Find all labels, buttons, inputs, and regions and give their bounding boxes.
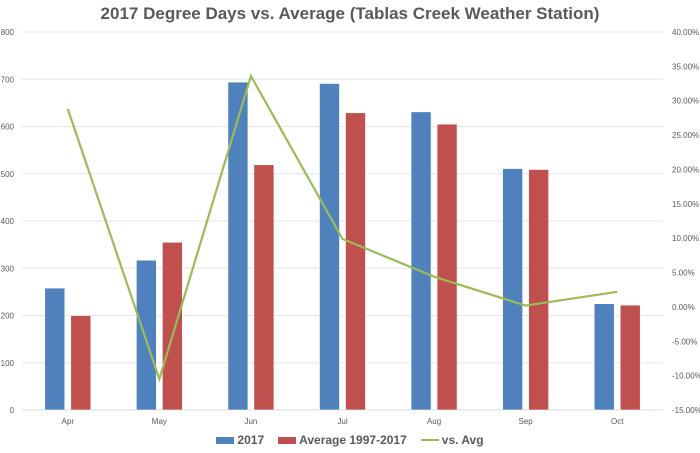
- right-axis-tick: 15.00%: [672, 200, 699, 209]
- bar-2017[interactable]: [410, 111, 432, 411]
- bar-2017[interactable]: [502, 168, 523, 411]
- x-axis-tick: Aug: [427, 417, 441, 426]
- left-axis-tick: 200: [1, 312, 15, 321]
- bar-average[interactable]: [528, 169, 549, 411]
- left-axis-tick: 300: [1, 264, 15, 273]
- x-axis-tick: Jul: [337, 417, 347, 426]
- left-axis-tick: 700: [1, 75, 15, 84]
- legend-swatch-red: [278, 436, 297, 444]
- right-axis-tick: 35.00%: [672, 62, 699, 71]
- left-axis-tick: 500: [1, 170, 15, 179]
- x-axis-tick: Sep: [519, 417, 534, 426]
- bar-average[interactable]: [345, 112, 366, 411]
- legend-item-2017[interactable]: 2017: [216, 433, 264, 447]
- x-axis-tick: Apr: [62, 417, 75, 426]
- bar-average[interactable]: [70, 315, 92, 411]
- legend-item-vs-avg[interactable]: vs. Avg: [420, 433, 484, 447]
- right-axis: -15.00% -10.00% -5.00% 0.00% 5.00% 10.00% 15.0…: [672, 28, 700, 415]
- right-axis-tick: -5.00%: [672, 337, 697, 346]
- right-axis-tick: 30.00%: [672, 97, 699, 106]
- vs-avg-polyline[interactable]: [66, 73, 618, 383]
- x-axis-tick: Jun: [244, 417, 257, 426]
- bar-average[interactable]: [619, 304, 641, 411]
- bars: [44, 81, 641, 411]
- bar-2017[interactable]: [227, 81, 249, 411]
- left-axis: 0 100 200 300 400 500 600 700 800: [1, 28, 15, 415]
- x-axis-tick: May: [152, 417, 167, 426]
- vs-avg-line: [66, 73, 618, 383]
- right-axis-tick: 0.00%: [672, 303, 695, 312]
- right-axis-tick: 40.00%: [672, 28, 699, 37]
- left-axis-tick: 400: [1, 217, 15, 226]
- left-axis-tick: 0: [10, 406, 15, 415]
- bar-average[interactable]: [253, 164, 275, 411]
- legend-label: 2017: [237, 433, 265, 447]
- bar-average[interactable]: [162, 241, 183, 411]
- right-axis-tick: -10.00%: [672, 372, 700, 381]
- legend-swatch-green-line: [420, 439, 439, 441]
- legend-item-average[interactable]: Average 1997-2017: [278, 433, 407, 447]
- legend-label: vs. Avg: [441, 433, 484, 447]
- right-axis-tick: 10.00%: [672, 234, 699, 243]
- left-axis-tick: 800: [1, 28, 15, 37]
- right-axis-tick: 5.00%: [672, 269, 695, 278]
- bar-2017[interactable]: [44, 287, 66, 411]
- legend-label: Average 1997-2017: [299, 433, 407, 447]
- gridlines: [22, 31, 663, 411]
- right-axis-tick: 20.00%: [672, 165, 699, 174]
- bar-2017[interactable]: [593, 303, 615, 411]
- bar-average[interactable]: [436, 123, 458, 411]
- right-axis-tick: 25.00%: [672, 131, 699, 140]
- legend-swatch-blue: [216, 436, 235, 444]
- x-axis-tick: Oct: [611, 417, 624, 426]
- left-axis-tick: 100: [1, 359, 15, 368]
- x-axis: Apr May Jun Jul Aug Sep Oct: [62, 417, 625, 426]
- bar-2017[interactable]: [319, 83, 340, 411]
- right-axis-tick: -15.00%: [672, 406, 700, 415]
- left-axis-tick: 600: [1, 123, 15, 132]
- chart-title: 2017 Degree Days vs. Average (Tablas Cre…: [100, 4, 600, 23]
- bar-2017[interactable]: [136, 259, 157, 411]
- legend: 2017 Average 1997-2017 vs. Avg: [0, 433, 700, 447]
